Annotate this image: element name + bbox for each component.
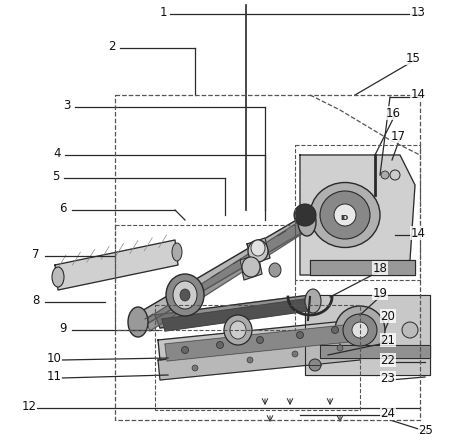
Text: 1: 1 xyxy=(159,5,167,19)
Polygon shape xyxy=(165,325,348,361)
Ellipse shape xyxy=(305,289,321,313)
Polygon shape xyxy=(55,240,178,290)
Polygon shape xyxy=(135,215,310,328)
Text: 15: 15 xyxy=(406,52,420,64)
Text: 4: 4 xyxy=(53,147,61,159)
Ellipse shape xyxy=(247,357,253,363)
Ellipse shape xyxy=(52,267,64,287)
Text: 13: 13 xyxy=(410,5,426,19)
Ellipse shape xyxy=(217,341,224,349)
Ellipse shape xyxy=(310,182,380,247)
Polygon shape xyxy=(158,340,360,380)
Ellipse shape xyxy=(269,263,281,277)
Text: 24: 24 xyxy=(381,407,395,420)
Text: 23: 23 xyxy=(381,372,395,385)
Ellipse shape xyxy=(390,170,400,180)
Ellipse shape xyxy=(128,307,148,337)
Ellipse shape xyxy=(334,204,356,226)
Text: 16: 16 xyxy=(385,107,401,119)
Ellipse shape xyxy=(292,351,298,357)
Ellipse shape xyxy=(343,314,377,346)
Text: 19: 19 xyxy=(373,286,388,300)
Text: 11: 11 xyxy=(46,369,62,382)
Ellipse shape xyxy=(242,257,260,277)
Text: 21: 21 xyxy=(381,333,395,346)
Ellipse shape xyxy=(166,274,204,316)
Bar xyxy=(155,305,360,410)
Ellipse shape xyxy=(251,240,265,256)
Text: 14: 14 xyxy=(410,88,426,102)
Ellipse shape xyxy=(173,281,197,309)
Text: 5: 5 xyxy=(52,170,60,182)
Ellipse shape xyxy=(337,345,343,351)
Ellipse shape xyxy=(182,346,189,353)
Ellipse shape xyxy=(381,171,389,179)
Polygon shape xyxy=(155,295,315,328)
Polygon shape xyxy=(247,238,270,264)
Polygon shape xyxy=(305,295,430,375)
Text: 9: 9 xyxy=(59,321,67,334)
Text: 3: 3 xyxy=(64,99,71,111)
Ellipse shape xyxy=(320,191,370,239)
Text: 10: 10 xyxy=(46,352,62,365)
Polygon shape xyxy=(300,155,415,275)
Text: 2: 2 xyxy=(108,40,116,52)
Ellipse shape xyxy=(180,289,190,301)
Ellipse shape xyxy=(297,332,303,338)
Ellipse shape xyxy=(294,204,316,226)
Polygon shape xyxy=(310,260,415,275)
Text: 8: 8 xyxy=(32,293,40,306)
Ellipse shape xyxy=(335,306,385,354)
Polygon shape xyxy=(158,320,358,360)
Text: 25: 25 xyxy=(419,424,433,436)
Bar xyxy=(115,95,420,420)
Ellipse shape xyxy=(256,337,264,344)
Ellipse shape xyxy=(402,322,418,338)
Text: 12: 12 xyxy=(21,400,36,412)
Ellipse shape xyxy=(192,365,198,371)
Ellipse shape xyxy=(309,359,321,371)
Polygon shape xyxy=(320,345,430,358)
Text: 17: 17 xyxy=(391,130,405,143)
Polygon shape xyxy=(162,299,308,331)
Ellipse shape xyxy=(172,243,182,261)
Ellipse shape xyxy=(352,322,368,338)
Text: 6: 6 xyxy=(59,202,67,214)
Text: 7: 7 xyxy=(32,247,40,261)
Bar xyxy=(115,225,295,330)
Text: ID: ID xyxy=(341,215,349,221)
Ellipse shape xyxy=(230,321,246,339)
Ellipse shape xyxy=(224,315,252,345)
Polygon shape xyxy=(240,254,262,280)
Text: 22: 22 xyxy=(381,353,395,366)
Text: 18: 18 xyxy=(373,262,387,274)
Ellipse shape xyxy=(248,240,268,262)
Ellipse shape xyxy=(298,208,316,236)
Polygon shape xyxy=(145,221,305,331)
Text: 14: 14 xyxy=(410,226,426,239)
Ellipse shape xyxy=(331,326,338,333)
Text: 20: 20 xyxy=(381,309,395,322)
